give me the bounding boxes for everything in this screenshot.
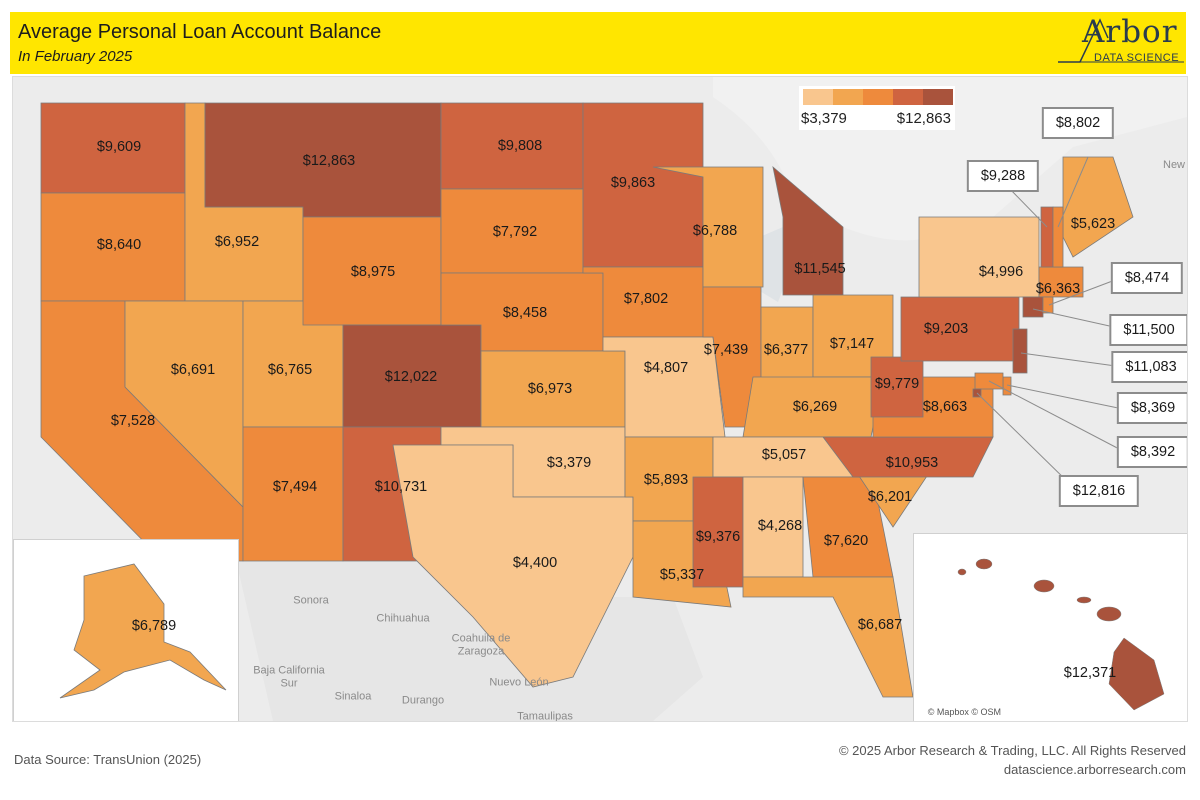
state-value-ms[interactable]: $9,376 [695,529,741,545]
map-credit[interactable]: © Mapbox © OSM [927,707,1001,717]
place-label-sinaloa: Sinaloa [334,690,372,703]
callout-vt[interactable]: $9,288 [966,160,1040,192]
state-MA [1038,266,1084,298]
callout-dc[interactable]: $12,816 [1058,475,1140,507]
state-TX [392,444,634,688]
state-value-fl[interactable]: $6,687 [857,617,903,633]
place-label-baja-california-sur: Baja California Sur [253,664,325,689]
state-value-ia[interactable]: $7,802 [623,291,669,307]
state-value-la[interactable]: $5,337 [659,567,705,583]
state-value-va[interactable]: $8,663 [922,399,968,415]
state-value-pa[interactable]: $9,203 [923,321,969,337]
place-label-tamaulipas: Tamaulipas [517,710,573,722]
state-NJ [1012,328,1028,374]
state-value-nc[interactable]: $10,953 [885,455,939,471]
state-value-ks[interactable]: $6,973 [527,381,573,397]
legend-swatch [803,89,833,105]
state-value-mn[interactable]: $9,863 [610,175,656,191]
state-value-nm[interactable]: $10,731 [374,479,428,495]
hawaii-inset [913,533,1187,721]
alaska-shape [59,563,227,699]
state-value-wi[interactable]: $6,788 [692,223,738,239]
arbor-logo-mark-icon [1058,18,1184,63]
state-value-nd[interactable]: $9,808 [497,138,543,154]
state-value-tn[interactable]: $5,057 [761,447,807,463]
state-value-ne[interactable]: $8,458 [502,305,548,321]
callout-leaders [976,156,1124,488]
state-value-ma[interactable]: $6,363 [1035,281,1081,297]
place-label-new-brunswick: New Brunswick [1163,159,1187,171]
data-source: Data Source: TransUnion (2025) [14,752,202,767]
state-value-ut[interactable]: $6,765 [267,362,313,378]
footer-copyright-block: © 2025 Arbor Research & Trading, LLC. Al… [839,742,1186,780]
state-value-or[interactable]: $8,640 [96,237,142,253]
place-label-nuevo-leon: Nuevo León [489,676,549,689]
state-value-il[interactable]: $7,439 [703,342,749,358]
place-label-durango: Durango [401,694,445,707]
arbor-logo[interactable]: Arbor DATA SCIENCE [1056,12,1186,74]
state-value-tx[interactable]: $4,400 [512,555,558,571]
state-value-nv[interactable]: $6,691 [170,362,216,378]
callout-ri[interactable]: $8,474 [1110,262,1184,294]
state-value-ny[interactable]: $4,996 [978,264,1024,280]
callout-nj[interactable]: $11,083 [1111,351,1187,383]
state-value-ak[interactable]: $6,789 [131,618,177,634]
legend-min-label: $3,379 [801,110,847,127]
page-title: Average Personal Loan Account Balance [18,21,382,43]
state-value-in[interactable]: $6,377 [763,342,809,358]
logo-wordmark: Arbor [1082,14,1178,50]
state-value-ok[interactable]: $3,379 [546,455,592,471]
state-NY [918,216,1040,298]
legend-swatch [833,89,863,105]
state-value-al[interactable]: $4,268 [757,518,803,534]
state-value-oh[interactable]: $7,147 [829,336,875,352]
state-value-sd[interactable]: $7,792 [492,224,538,240]
state-VT [1040,206,1054,268]
state-value-id[interactable]: $6,952 [214,234,260,250]
state-value-mi[interactable]: $11,545 [794,261,846,277]
state-value-sc[interactable]: $6,201 [867,489,913,505]
page-subtitle: In February 2025 [18,48,133,65]
legend-swatch [923,89,953,105]
state-value-me[interactable]: $5,623 [1070,216,1116,232]
legend-swatches [803,89,953,105]
state-IL [702,286,762,428]
state-CT [1022,296,1044,318]
state-value-ky[interactable]: $6,269 [792,399,838,415]
logo-subtitle: DATA SCIENCE [1094,52,1180,64]
place-label-chihuahua: Chihuahua [376,612,430,625]
state-value-mo[interactable]: $4,807 [643,360,689,376]
state-value-wv[interactable]: $9,779 [874,376,920,392]
state-value-wa[interactable]: $9,609 [96,139,142,155]
legend-swatch [863,89,893,105]
choropleth-map[interactable]: $3,379 $12,863 Sonora Chihuahua Coahuila… [12,76,1188,722]
map-canvas [13,77,1187,721]
state-value-wy[interactable]: $8,975 [350,264,396,280]
state-value-ar[interactable]: $5,893 [643,472,689,488]
color-legend: $3,379 $12,863 [799,86,955,130]
callout-ct[interactable]: $11,500 [1109,314,1187,346]
state-value-ga[interactable]: $7,620 [823,533,869,549]
place-label-coahuila: Coahuila de Zaragoza [451,632,511,657]
place-label-sonora: Sonora [293,594,329,607]
alaska-inset [13,539,239,721]
state-value-az[interactable]: $7,494 [272,479,318,495]
state-shapes [40,102,1134,698]
state-FL [742,576,914,698]
state-value-ca[interactable]: $7,528 [110,413,156,429]
callout-md[interactable]: $8,392 [1116,436,1187,468]
state-value-mt[interactable]: $12,863 [302,153,356,169]
state-NH [1052,206,1064,268]
footer-url[interactable]: datascience.arborresearch.com [1003,761,1186,777]
hawaii-shape [957,558,1165,711]
callout-nh[interactable]: $8,802 [1041,107,1115,139]
title-banner: Average Personal Loan Account Balance In… [10,12,1186,74]
legend-swatch [893,89,923,105]
legend-max-label: $12,863 [896,110,951,127]
callout-de[interactable]: $8,369 [1116,392,1187,424]
copyright-text: © 2025 Arbor Research & Trading, LLC. Al… [838,743,1186,758]
state-RI [1042,296,1054,314]
state-value-hi[interactable]: $12,371 [1063,665,1117,681]
state-value-co[interactable]: $12,022 [384,369,438,385]
